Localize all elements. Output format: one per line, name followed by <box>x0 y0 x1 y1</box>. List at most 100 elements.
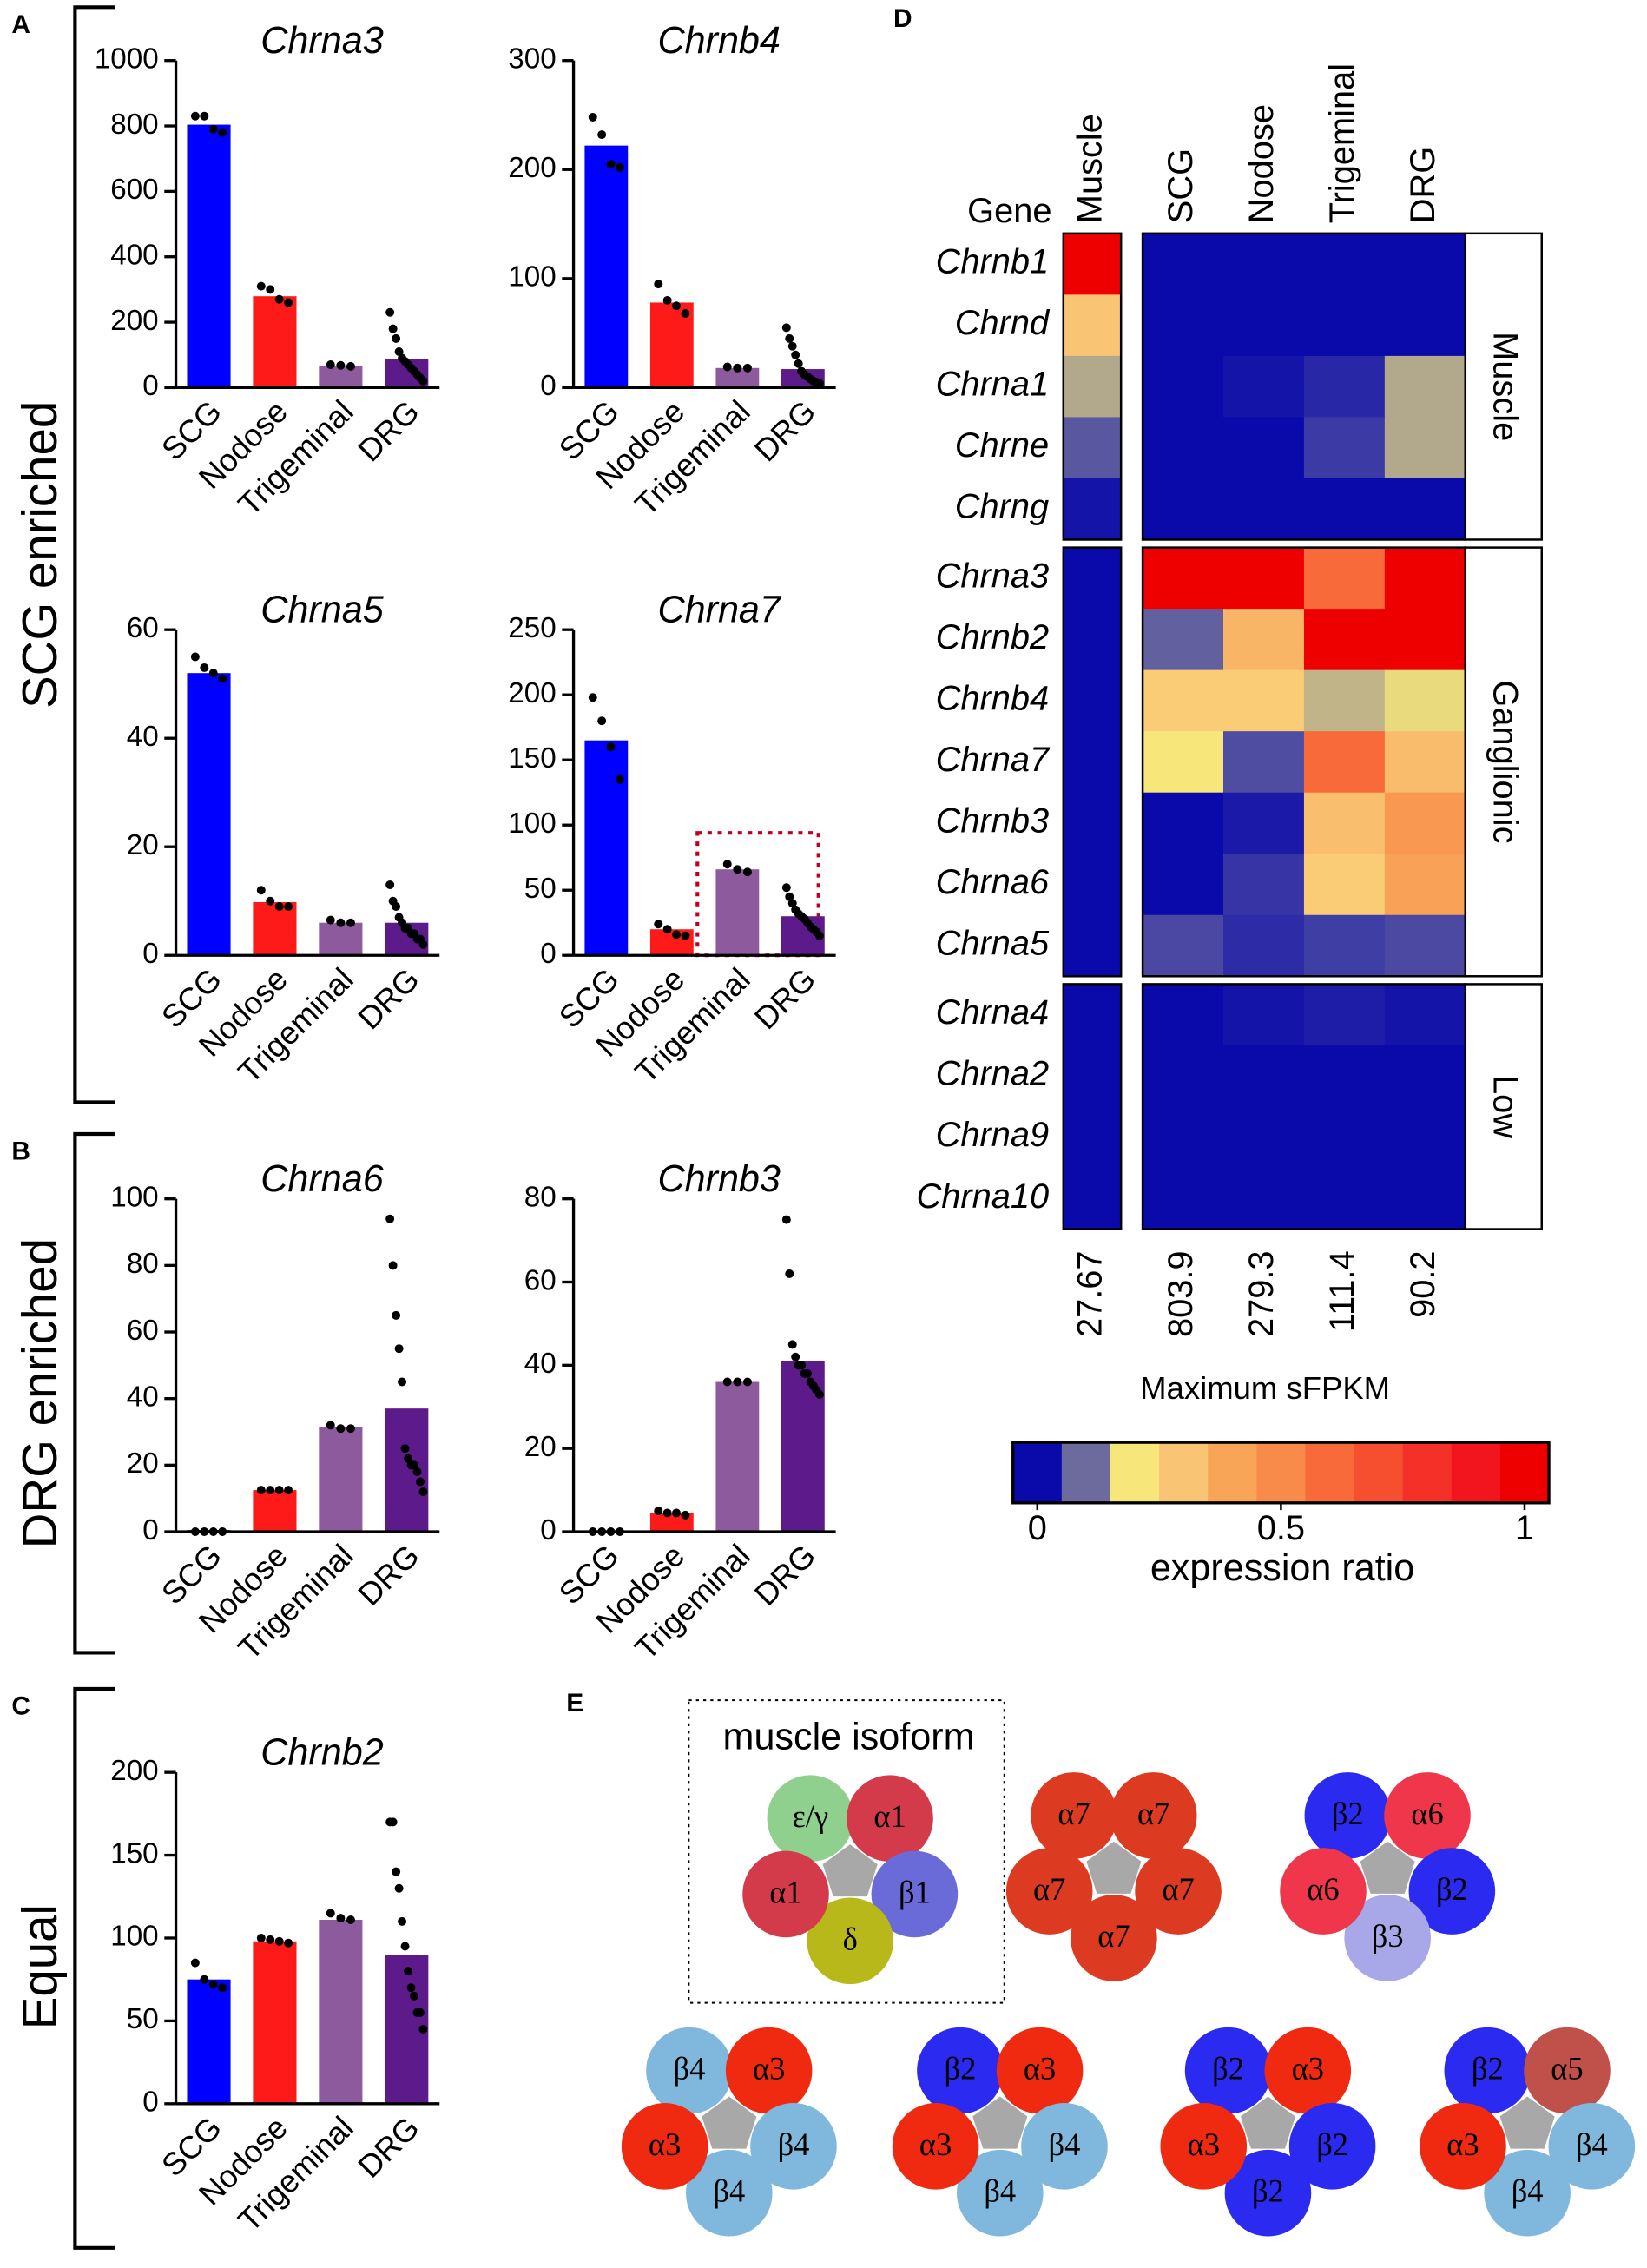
heatmap-cell <box>1063 1106 1123 1169</box>
y-tick-label: 50 <box>524 873 557 905</box>
data-point <box>274 1936 284 1946</box>
subunit-label: α7 <box>1137 1796 1169 1831</box>
group-label: Ganglionic <box>1486 680 1524 843</box>
data-point <box>256 1934 266 1942</box>
subunit <box>1031 1772 1117 1859</box>
data-point <box>284 1486 293 1495</box>
heatmap-cell <box>1063 417 1123 479</box>
data-point <box>398 1377 407 1387</box>
subunit <box>742 1850 829 1938</box>
data-point <box>336 1424 346 1434</box>
subunit-label: α3 <box>1446 2126 1479 2162</box>
data-point <box>208 1980 218 1989</box>
heatmap-cell <box>1063 731 1123 794</box>
heatmap-cell <box>1223 547 1305 610</box>
bar <box>319 1919 363 2104</box>
data-point <box>404 1454 413 1463</box>
subunit <box>871 1850 959 1938</box>
y-tick-label: 80 <box>127 1248 159 1280</box>
colorbar-segment <box>1499 1442 1550 1503</box>
y-tick-label: 800 <box>110 109 158 141</box>
subunit <box>725 2027 813 2114</box>
pore <box>1360 1841 1415 1894</box>
colorbar-segment <box>1451 1442 1501 1503</box>
subunit-label: β4 <box>984 2173 1016 2209</box>
heatmap-cell <box>1384 1106 1466 1169</box>
data-point <box>388 1261 398 1270</box>
chart-title: Chrna6 <box>260 1158 383 1200</box>
data-point <box>615 162 624 172</box>
pore <box>702 2096 757 2149</box>
data-point <box>392 1310 401 1320</box>
colorbar-segment <box>1354 1442 1404 1503</box>
data-point <box>662 295 672 305</box>
subunit <box>686 2149 773 2237</box>
data-point <box>392 901 401 911</box>
heatmap-cell <box>1223 609 1305 671</box>
data-point <box>787 341 797 351</box>
data-point <box>398 1916 407 1926</box>
block-outline <box>1062 983 1123 1230</box>
data-point <box>722 860 732 869</box>
heatmap-cell <box>1063 984 1123 1046</box>
data-point <box>418 940 428 949</box>
column-max: 27.67 <box>1071 1250 1110 1337</box>
pore <box>972 2096 1028 2149</box>
y-tick-label: 0 <box>142 938 158 970</box>
y-tick-label: 0 <box>142 1514 158 1546</box>
heatmap-cell <box>1303 355 1386 419</box>
data-point <box>781 883 791 893</box>
data-point <box>412 1467 422 1476</box>
heatmap-cell <box>1063 609 1123 671</box>
heatmap-cell <box>1303 478 1386 541</box>
data-point <box>681 931 690 940</box>
heatmap-cell <box>1143 731 1224 794</box>
heatmap-cell <box>1223 417 1305 479</box>
column-label: Trigeminal <box>1323 63 1361 223</box>
heatmap-cell <box>1143 478 1224 541</box>
data-point <box>336 918 346 927</box>
data-point <box>814 931 824 940</box>
subunit-label: α3 <box>919 2126 952 2162</box>
data-point <box>588 113 597 122</box>
bar <box>715 869 760 956</box>
subunit <box>996 2027 1084 2114</box>
bracket <box>73 1131 115 1655</box>
heatmap-cell <box>1223 478 1305 541</box>
data-point <box>418 1487 428 1496</box>
data-point <box>218 674 227 683</box>
heatmap-cell <box>1223 233 1305 296</box>
data-point <box>385 1214 395 1223</box>
subunit <box>767 1775 854 1862</box>
bar <box>584 145 629 388</box>
data-point <box>588 693 597 702</box>
data-point <box>415 2008 425 2017</box>
heatmap-cell <box>1143 1106 1224 1169</box>
data-point <box>742 363 752 373</box>
subunit <box>1280 1848 1367 1935</box>
y-tick-label: 300 <box>508 43 556 75</box>
data-point <box>418 2024 428 2034</box>
y-tick-label: 0 <box>540 1514 556 1546</box>
heatmap-cell <box>1303 984 1386 1046</box>
subunit-label: β3 <box>1372 1918 1404 1954</box>
subunit <box>1021 2103 1108 2190</box>
data-point <box>662 925 672 934</box>
data-point <box>597 130 607 140</box>
heatmap-cell <box>1063 669 1123 733</box>
data-point <box>394 346 404 356</box>
subunit-label: δ <box>843 1921 858 1956</box>
subunit <box>892 2103 979 2190</box>
heatmap-cell <box>1384 731 1466 794</box>
subunit <box>1304 1772 1392 1859</box>
data-point <box>615 775 624 784</box>
y-tick-label: 100 <box>508 261 556 293</box>
y-tick-label: 100 <box>508 808 556 840</box>
y-tick-label: 50 <box>127 2003 159 2035</box>
colorbar-segment <box>1208 1442 1258 1503</box>
heatmap-cell <box>1384 609 1466 671</box>
pore <box>1499 2096 1555 2149</box>
bracket <box>73 1686 115 2250</box>
subunit-label: β2 <box>1472 2051 1504 2087</box>
column-max: 90.2 <box>1404 1250 1442 1318</box>
